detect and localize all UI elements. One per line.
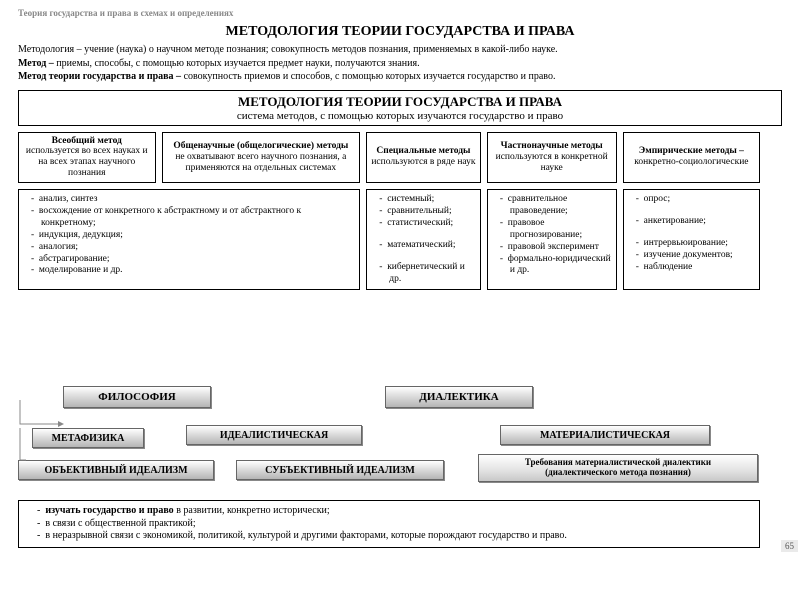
main-title: МЕТОДОЛОГИЯ ТЕОРИИ ГОСУДАРСТВА И ПРАВА [18, 24, 782, 40]
row-5-methods: Всеобщий методиспользуется во всех наука… [18, 132, 782, 184]
top-box-sub: система методов, с помощью которых изуча… [25, 110, 775, 122]
intro-l3-b: Метод теории государства и права – [18, 71, 184, 82]
list4-item: анкетирование; [632, 216, 756, 228]
list3-item: формально-юридический и др. [496, 254, 612, 278]
btn-obj-idealism: ОБЪЕКТИВНЫЙ ИДЕАЛИЗМ [18, 460, 214, 480]
list1-item: индукция, дедукция; [27, 230, 355, 242]
list2-item: сравнительный; [375, 206, 476, 218]
list-2: системный;сравнительный;статистический; м… [366, 189, 481, 290]
col3-b: Специальные методы [371, 146, 476, 157]
top-box-title: МЕТОДОЛОГИЯ ТЕОРИИ ГОСУДАРСТВА И ПРАВА [25, 94, 775, 110]
col4-t: используются в конкретной науке [492, 152, 612, 174]
list2-item: системный; [375, 194, 476, 206]
list1-item: абстрагирование; [27, 254, 355, 266]
intro-l3-rest: совокупность приемов и способов, с помощ… [184, 71, 556, 82]
list4-item: наблюдение [632, 262, 756, 274]
list-4: опрос; анкетирование; интрервьюирование;из… [623, 189, 761, 290]
col3-t: используются в ряде наук [371, 157, 476, 168]
list1-item: анализ, синтез [27, 194, 355, 206]
req-l2: (диалектического метода познания) [483, 468, 753, 478]
list-1: анализ, синтезвосхождение от конкретного… [18, 189, 360, 290]
bottom-item: в неразрывной связи с экономикой, полити… [37, 530, 751, 543]
list3-item: сравнительное правоведение; [496, 194, 612, 218]
col1-b: Всеобщий метод [23, 136, 151, 147]
list2-item: кибернетический и др. [375, 262, 476, 286]
list-3: сравнительное правоведение;правовое прог… [487, 189, 617, 290]
list4-item: опрос; [632, 194, 756, 206]
list3-item: правовой эксперимент [496, 242, 612, 254]
list1-item: восхождение от конкретного к абстрактном… [27, 206, 355, 230]
list2-item: математический; [375, 240, 476, 252]
col5-t: конкретно-социологические [628, 157, 756, 168]
col2-t: не охватывают всего научного познания, а… [167, 152, 356, 174]
btn-dialectics: ДИАЛЕКТИКА [385, 386, 533, 408]
list2-item: статистический; [375, 218, 476, 230]
btn-materialist: МАТЕРИАЛИСТИЧЕСКАЯ [500, 425, 710, 445]
btn-metaphysics: МЕТАФИЗИКА [32, 428, 144, 448]
list1-item: аналогия; [27, 242, 355, 254]
page-header: Теория государства и права в схемах и оп… [18, 8, 782, 18]
btn-philosophy: ФИЛОСОФИЯ [63, 386, 211, 408]
list3-item: правовое прогнозирование; [496, 218, 612, 242]
bottom-box: изучать государство и право в развитии, … [18, 500, 760, 548]
bottom-item: в связи с общественной практикой; [37, 518, 751, 531]
btn-subj-idealism: СУБЪЕКТИВНЫЙ ИДЕАЛИЗМ [236, 460, 444, 480]
intro-l1-pre: Методология – [18, 44, 84, 55]
list4-item: изучение документов; [632, 250, 756, 262]
intro-l2-rest: приемы, способы, с помощью которых изуча… [56, 58, 419, 69]
intro-l1-rest: учение (наука) о научном методе познания… [84, 44, 558, 55]
col1-t: используется во всех науках и на всех эт… [23, 146, 151, 179]
col2-b: Общенаучные (общелогические) методы [167, 141, 356, 152]
top-box: МЕТОДОЛОГИЯ ТЕОРИИ ГОСУДАРСТВА И ПРАВА с… [18, 90, 782, 126]
intro-l2-b: Метод – [18, 58, 56, 69]
list1-item: моделирование и др. [27, 265, 355, 277]
btn-idealist: ИДЕАЛИСТИЧЕСКАЯ [186, 425, 362, 445]
col5-b: Эмпирические методы – [628, 146, 756, 157]
requirements-box: Требования материалистической диалектики… [478, 454, 758, 482]
list4-item: интрервьюирование; [632, 238, 756, 250]
row-lists: анализ, синтезвосхождение от конкретного… [18, 189, 782, 290]
bottom-item: изучать государство и право в развитии, … [37, 505, 751, 518]
intro-block: Методология – учение (наука) о научном м… [18, 44, 782, 84]
col4-b: Частнонаучные методы [492, 141, 612, 152]
page-number: 65 [781, 540, 798, 552]
